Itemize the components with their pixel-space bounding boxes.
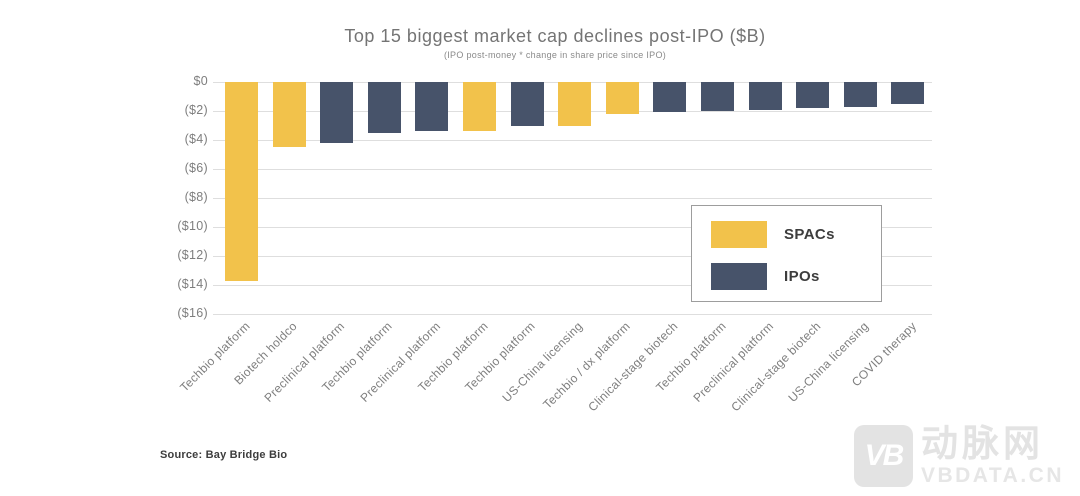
legend-item-ipos: IPOs [711, 263, 820, 290]
bar-spac [225, 82, 258, 281]
x-tick-label: Clinical-stage biotech [585, 319, 681, 415]
plot-area [213, 82, 932, 315]
bar-spac [605, 82, 639, 114]
y-tick-label: ($4) [184, 132, 208, 146]
gridline [213, 198, 932, 199]
bar-ipo [415, 82, 449, 132]
legend-label-ipos: IPOs [784, 268, 820, 285]
vbdata-logo-icon: VB [853, 425, 913, 487]
gridline [213, 256, 932, 257]
ipos-swatch-icon [711, 263, 767, 290]
bar-spac [463, 82, 496, 132]
y-tick-label: ($14) [177, 277, 208, 291]
gridline [213, 169, 932, 170]
watermark-cn-name: 动脉网 [920, 423, 1044, 464]
y-tick-label: $0 [193, 74, 208, 88]
x-tick-label: Preclinical platform [690, 319, 777, 405]
x-tick-label: COVID therapy [848, 319, 919, 390]
y-tick-label: ($2) [184, 103, 208, 117]
gridline [213, 227, 932, 228]
source-note: Source: Bay Bridge Bio [160, 449, 288, 461]
x-tick-label: Techbio platform [652, 319, 729, 395]
y-tick-label: ($16) [177, 306, 208, 320]
gridline [213, 140, 932, 141]
y-tick-label: ($10) [177, 219, 208, 233]
bar-ipo [367, 82, 401, 133]
chart-title: Top 15 biggest market cap declines post-… [344, 26, 766, 46]
x-tick-label: Preclinical platform [261, 319, 348, 405]
bar-ipo [748, 82, 782, 110]
gridline [213, 314, 932, 315]
x-tick-label: Techbio platform [414, 319, 491, 395]
spacs-swatch-icon [711, 221, 767, 248]
bar-spac [558, 82, 592, 126]
x-tick-label: Techbio platform [319, 319, 396, 395]
bar-ipo [891, 82, 925, 104]
y-tick-label: ($12) [177, 248, 208, 262]
y-tick-label: ($6) [184, 161, 208, 175]
x-tick-label: US-China licensing [499, 319, 586, 405]
x-tick-label: Techbio / dx platform [540, 319, 634, 412]
bar-ipo [701, 82, 734, 111]
legend-label-spacs: SPACs [784, 226, 835, 243]
y-axis: $0 ($2) ($4) ($6) ($8) ($10) ($12) ($14) ($16) [118, 74, 208, 332]
bar-spac [272, 82, 306, 148]
x-tick-label: Biotech holdco [231, 319, 301, 388]
gridline [213, 285, 932, 286]
x-tick-label: Preclinical platform [356, 319, 443, 405]
bar-ipo [320, 82, 354, 143]
watermark: VB 动脉网 VBDATA.CN [853, 423, 1064, 488]
watermark-site: VBDATA.CN [920, 464, 1064, 487]
x-tick-label: Clinical-stage biotech [728, 319, 824, 415]
bar-ipo [510, 82, 544, 126]
legend: SPACs IPOs [691, 205, 882, 302]
legend-item-spacs: SPACs [711, 221, 835, 248]
bar-ipo [796, 82, 830, 109]
x-tick-label: US-China licensing [785, 319, 872, 405]
y-tick-label: ($8) [184, 190, 208, 204]
chart-subtitle: (IPO post-money * change in share price … [443, 50, 667, 60]
bar-ipo [653, 82, 687, 113]
bar-ipo [843, 82, 877, 107]
x-tick-label: Techbio platform [462, 319, 539, 395]
